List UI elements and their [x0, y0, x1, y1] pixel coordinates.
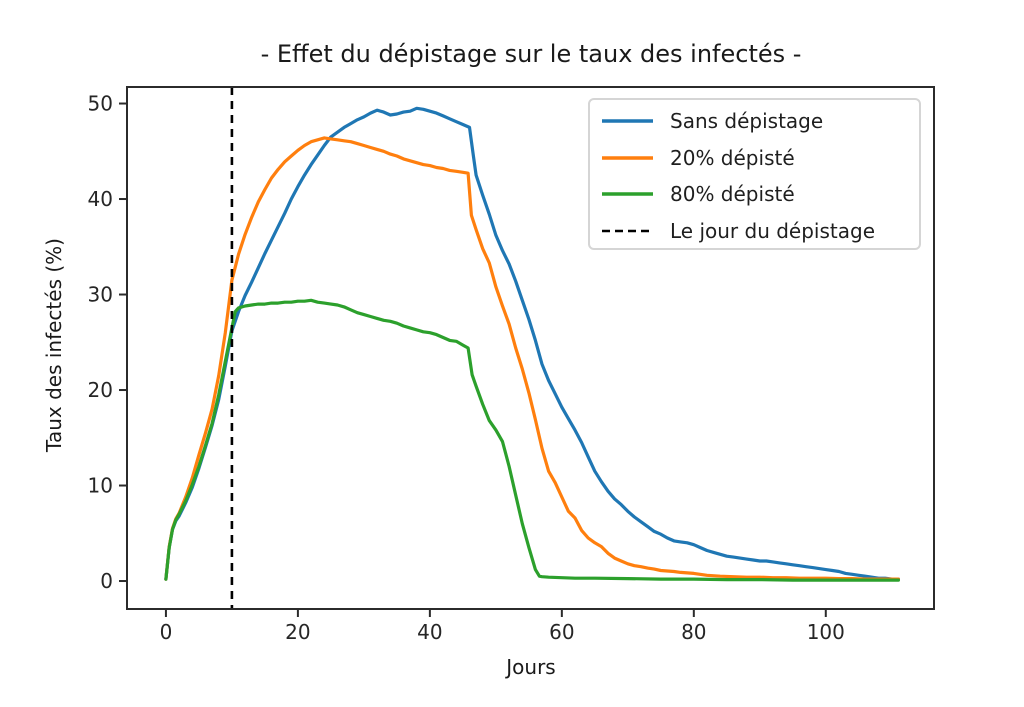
y-tick-label: 50: [88, 92, 113, 116]
legend-label: Le jour du dépistage: [670, 218, 875, 243]
legend-label: 20% dépisté: [670, 145, 795, 170]
chart-title: - Effet du dépistage sur le taux des inf…: [260, 40, 802, 68]
x-tick-label: 100: [807, 620, 845, 644]
legend-line-sample: [602, 119, 653, 124]
x-tick-label: 0: [160, 620, 173, 644]
series-line-2: [164, 298, 901, 582]
legend: Sans dépistage 20% dépisté 80% dépisté Le j…: [588, 98, 921, 250]
x-axis-label: Jours: [506, 655, 556, 679]
x-tick-label: 60: [549, 620, 574, 644]
legend-label: Sans dépistage: [670, 109, 824, 134]
axes-spines: [126, 86, 935, 610]
legend-dashed-line-sample: [602, 229, 653, 233]
legend-entry: 80% dépisté: [601, 176, 919, 213]
y-tick-label: 10: [88, 474, 113, 498]
series-line-0: [164, 106, 901, 581]
series-line-1: [164, 136, 901, 581]
y-tick-label: 30: [88, 283, 113, 307]
y-tick-label: 40: [88, 187, 113, 211]
x-tick-label: 40: [417, 620, 442, 644]
y-tick-label: 0: [100, 569, 113, 593]
y-tick-label: 20: [88, 378, 113, 402]
x-tick-label: 80: [681, 620, 706, 644]
legend-entry: 20% dépisté: [601, 140, 919, 177]
x-tick-label: 20: [285, 620, 310, 644]
legend-line-sample: [602, 155, 653, 160]
legend-entry: Sans dépistage: [601, 103, 919, 140]
legend-line-sample: [602, 192, 653, 197]
legend-label: 80% dépisté: [670, 182, 795, 207]
legend-entry: Le jour du dépistage: [601, 213, 919, 250]
